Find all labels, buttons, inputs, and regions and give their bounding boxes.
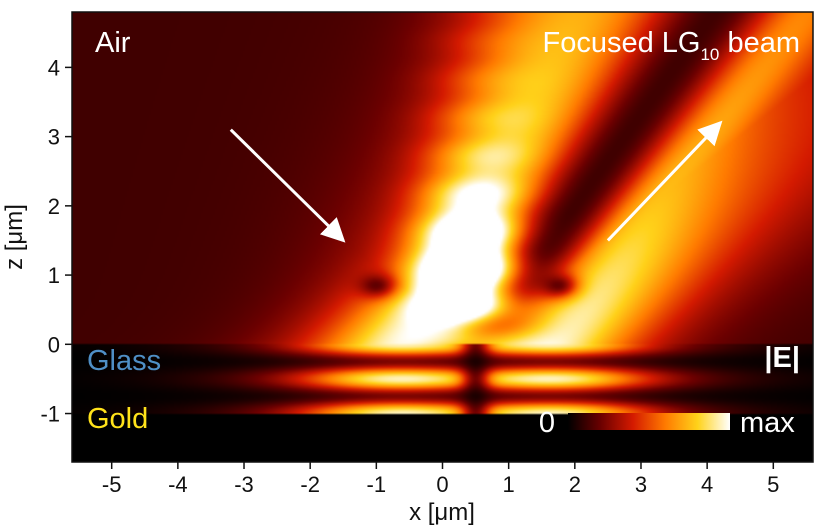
- y-tick-label: 4: [48, 55, 60, 80]
- x-tick-label: 3: [635, 472, 647, 497]
- arrow-layer: [229, 120, 723, 243]
- y-axis: -1 0 1 2 3 4: [40, 55, 72, 427]
- field-heatmap: [72, 12, 813, 462]
- y-tick-label: 1: [48, 263, 60, 288]
- x-axis: -5 -4 -3 -2 -1 0 1 2 3 4 5: [102, 462, 779, 497]
- x-tick-label: 2: [569, 472, 581, 497]
- beam-label-suffix: beam: [719, 27, 800, 59]
- x-tick-label: -3: [234, 472, 254, 497]
- x-tick-label: 0: [436, 472, 448, 497]
- gold-label: Gold: [87, 403, 148, 435]
- x-tick-label: 5: [767, 472, 779, 497]
- arrow-incident: [229, 128, 346, 243]
- y-tick-label: 3: [48, 125, 60, 150]
- y-tick-label: -1: [40, 402, 60, 427]
- x-tick-label: -1: [367, 472, 387, 497]
- x-tick-label: -2: [300, 472, 320, 497]
- colorbar-max-label: max: [740, 407, 795, 439]
- beam-label: Focused LG10 beam: [542, 27, 800, 64]
- y-tick-label: 2: [48, 194, 60, 219]
- colorbar-min-label: 0: [539, 407, 555, 439]
- x-tick-label: -5: [102, 472, 122, 497]
- arrow-reflected: [606, 120, 723, 242]
- x-tick-label: 4: [701, 472, 713, 497]
- x-tick-label: -4: [168, 472, 188, 497]
- y-axis-title: z [μm]: [1, 204, 28, 270]
- glass-label: Glass: [87, 345, 161, 377]
- x-axis-title: x [μm]: [409, 499, 475, 526]
- colorbar: [568, 413, 730, 430]
- field-magnitude-label: |E|: [764, 342, 800, 374]
- beam-label-prefix: Focused LG: [542, 27, 700, 59]
- beam-label-subscript: 10: [700, 45, 719, 64]
- air-label: Air: [95, 27, 131, 59]
- x-tick-label: 1: [503, 472, 515, 497]
- y-tick-label: 0: [48, 332, 60, 357]
